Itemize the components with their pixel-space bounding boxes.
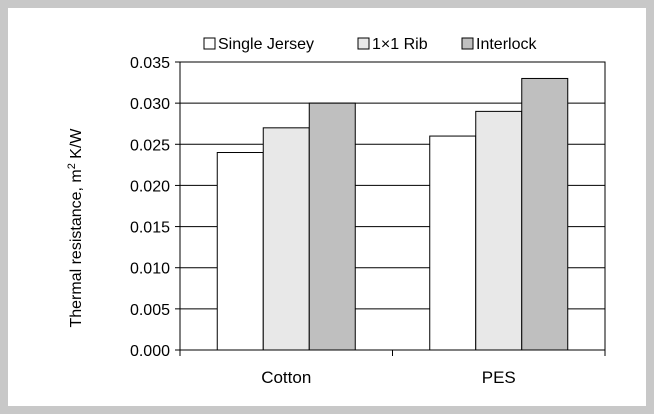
legend-swatch — [357, 37, 370, 50]
legend-label: Single Jersey — [218, 36, 314, 53]
bar-0-1 — [262, 127, 310, 351]
y-tick-labels: 0.000 0.005 0.010 0.015 0.020 0.025 0.030 0.035 — [130, 55, 170, 360]
y-tick-label: 0.020 — [130, 178, 170, 195]
y-axis-label: Thermal resistance, m2 K/W — [66, 128, 85, 328]
legend-label: Interlock — [476, 36, 537, 53]
bar-1-2 — [521, 77, 569, 351]
y-tick-label: 0.010 — [130, 261, 170, 278]
legend-swatch — [203, 37, 216, 50]
bars — [216, 77, 569, 351]
bar-0-2 — [308, 102, 356, 351]
y-tick-label: 0.035 — [130, 55, 170, 72]
y-tick-label: 0.000 — [130, 343, 170, 360]
legend: Single Jersey 1×1 Rib Interlock — [203, 36, 537, 53]
category-label: Cotton — [261, 368, 311, 387]
y-tick-label: 0.025 — [130, 137, 170, 154]
legend-swatch — [461, 37, 474, 50]
y-tick-label: 0.015 — [130, 220, 170, 237]
axes — [175, 61, 606, 356]
y-tick-label: 0.005 — [130, 302, 170, 319]
legend-label: 1×1 Rib — [372, 36, 428, 53]
category-label: PES — [482, 368, 516, 387]
bar-1-0 — [429, 135, 477, 351]
bar-0-0 — [216, 152, 264, 351]
category-labels: Cotton PES — [261, 368, 516, 387]
bar-1-1 — [475, 110, 523, 351]
y-tick-label: 0.030 — [130, 96, 170, 113]
